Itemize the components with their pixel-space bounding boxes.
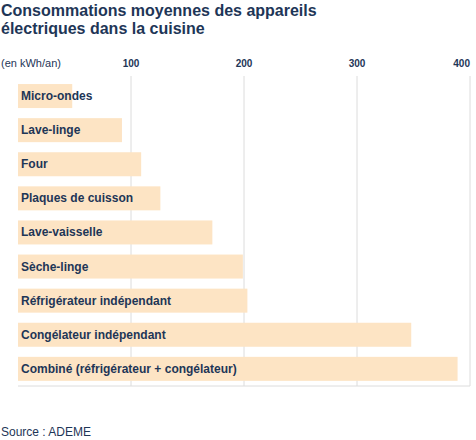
bar [18, 220, 212, 244]
bar [18, 186, 160, 210]
bar [18, 118, 122, 142]
category-label: Réfrigérateur indépendant [21, 294, 171, 308]
category-label: Lave-vaisselle [21, 225, 103, 239]
tick-label: 300 [349, 58, 366, 69]
category-label: Micro-ondes [21, 89, 93, 103]
category-label: Plaques de cuisson [21, 191, 133, 205]
axis-label: (en kWh/an) [1, 57, 61, 69]
bar [18, 289, 247, 313]
chart: (en kWh/an) 100 200 300 400 Micro-ondes Lave-l… [0, 0, 476, 440]
category-label: Four [21, 157, 48, 171]
category-label: Congélateur indépendant [21, 328, 166, 342]
grid-line [470, 76, 471, 386]
tick-label: 200 [236, 58, 253, 69]
category-label: Sèche-linge [21, 260, 89, 274]
bar [18, 323, 411, 347]
axis-line [18, 386, 470, 387]
tick-label: 400 [453, 58, 470, 69]
bars [18, 84, 458, 381]
bar [18, 255, 243, 279]
category-label: Combiné (réfrigérateur + congélateur) [21, 362, 237, 376]
category-label: Lave-linge [21, 123, 81, 137]
tick-label: 100 [123, 58, 140, 69]
source: Source : ADEME [1, 425, 91, 439]
category-labels: Micro-ondes Lave-linge Four Plaques de cuis… [21, 89, 237, 376]
title: Consommations moyennes des appareils éle… [1, 2, 331, 38]
bar [18, 152, 141, 176]
bar [18, 357, 458, 381]
